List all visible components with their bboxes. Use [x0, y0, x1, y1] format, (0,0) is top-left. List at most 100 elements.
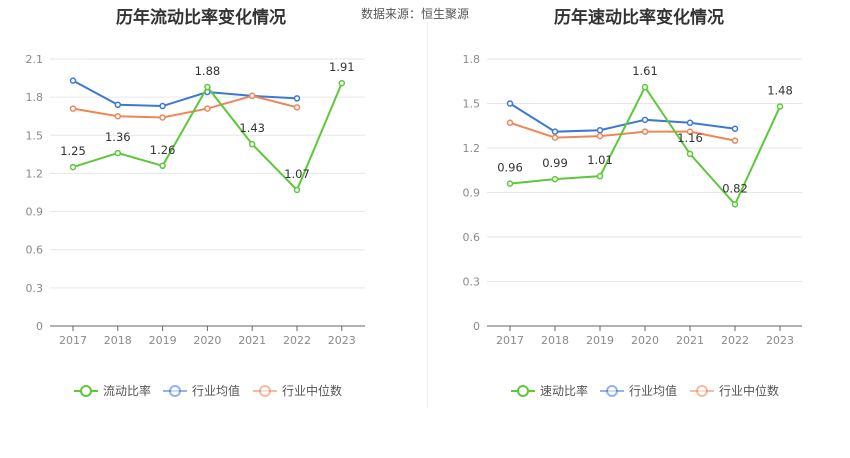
quick-ratio-y-tick-label: 1.5 — [463, 98, 481, 111]
quick-ratio-legend-label[interactable]: 速动比率 — [540, 383, 588, 398]
quick-ratio-data-point[interactable] — [731, 125, 739, 132]
current-ratio-data-label: 1.26 — [150, 143, 176, 157]
current-ratio-y-tick-label: 2.1 — [26, 53, 44, 66]
quick-ratio-y-tick-label: 1.2 — [463, 142, 481, 155]
current-ratio-data-point[interactable] — [293, 104, 301, 111]
current-ratio-y-tick-label: 0 — [36, 320, 43, 333]
current-ratio-y-tick-label: 1.8 — [26, 91, 44, 104]
quick-ratio-x-tick-label: 2023 — [766, 334, 794, 347]
current-ratio-legend-label[interactable]: 行业均值 — [192, 383, 240, 398]
quick-ratio-data-point[interactable] — [731, 137, 739, 144]
quick-ratio-data-point[interactable] — [551, 128, 559, 135]
current-ratio-data-point[interactable] — [69, 163, 77, 171]
quick-ratio-y-tick-label: 0.6 — [463, 231, 481, 244]
quick-ratio-data-label: 1.01 — [587, 153, 613, 167]
quick-ratio-data-point[interactable] — [686, 119, 694, 127]
quick-ratio-data-point[interactable] — [551, 134, 559, 141]
quick-ratio-x-tick-label: 2022 — [721, 334, 749, 347]
quick-ratio-data-point[interactable] — [686, 150, 694, 158]
quick-ratio-data-point[interactable] — [731, 201, 739, 208]
current-ratio-data-point[interactable] — [69, 77, 77, 84]
quick-ratio-data-label: 0.99 — [542, 156, 568, 170]
quick-ratio-data-point[interactable] — [641, 128, 649, 135]
quick-ratio-data-point[interactable] — [506, 119, 514, 127]
current-ratio-data-point[interactable] — [293, 95, 301, 102]
current-ratio-data-label: 1.88 — [195, 64, 221, 78]
current-ratio-y-tick-label: 0.6 — [26, 244, 44, 257]
quick-ratio-data-point[interactable] — [641, 116, 649, 124]
quick-ratio-x-tick-label: 2021 — [676, 334, 704, 347]
current-ratio-x-tick-label: 2018 — [104, 334, 132, 347]
quick-ratio-data-point[interactable] — [596, 126, 604, 134]
current-ratio-data-label: 1.36 — [105, 130, 131, 144]
quick-ratio-legend-marker[interactable] — [517, 385, 529, 397]
current-ratio-data-point[interactable] — [204, 105, 211, 112]
quick-ratio-data-label: 1.48 — [767, 83, 793, 97]
current-ratio-data-point[interactable] — [248, 92, 256, 100]
current-ratio-data-point[interactable] — [114, 112, 122, 120]
chart-divider — [427, 22, 428, 408]
quick-ratio-y-tick-label: 0 — [473, 320, 480, 333]
current-ratio-data-point[interactable] — [114, 101, 122, 109]
current-ratio-data-point[interactable] — [159, 102, 166, 110]
current-ratio-data-point[interactable] — [248, 140, 256, 148]
current-ratio-data-point[interactable] — [69, 105, 77, 112]
quick-ratio-y-tick-label: 1.8 — [463, 53, 481, 66]
current-ratio-data-point[interactable] — [159, 162, 166, 170]
current-ratio-data-point[interactable] — [293, 186, 301, 194]
quick-ratio-x-tick-label: 2020 — [631, 334, 659, 347]
current-ratio-y-tick-label: 0.9 — [26, 206, 44, 219]
quick-ratio-data-label: 0.82 — [722, 181, 748, 195]
quick-ratio-data-label: 1.16 — [677, 131, 703, 145]
current-ratio-x-tick-label: 2021 — [238, 334, 266, 347]
current-ratio-data-label: 1.91 — [329, 60, 355, 74]
quick-ratio-legend-marker[interactable] — [696, 385, 708, 397]
current-ratio-y-tick-label: 1.5 — [26, 129, 44, 142]
chart-title-current-ratio: 历年流动比率变化情况 — [116, 8, 286, 28]
current-ratio-x-tick-label: 2023 — [328, 334, 356, 347]
current-ratio-data-label: 1.25 — [60, 144, 86, 158]
current-ratio-data-point[interactable] — [159, 114, 166, 121]
quick-ratio-legend-marker[interactable] — [606, 385, 618, 397]
quick-ratio-data-point[interactable] — [551, 175, 559, 183]
current-ratio-series-line-2 — [72, 94, 298, 119]
current-ratio-x-tick-label: 2020 — [193, 334, 221, 347]
current-ratio-y-tick-label: 1.2 — [26, 167, 44, 180]
quick-ratio-data-point[interactable] — [776, 103, 784, 110]
current-ratio-legend-marker[interactable] — [80, 385, 92, 397]
quick-ratio-data-point[interactable] — [506, 180, 514, 187]
data-source-label: 数据来源：恒生聚源 — [361, 7, 470, 21]
current-ratio-legend-label[interactable]: 流动比率 — [103, 383, 151, 398]
quick-ratio-data-label: 0.96 — [497, 161, 523, 175]
quick-ratio-y-tick-label: 0.9 — [463, 187, 481, 200]
current-ratio-x-tick-label: 2017 — [59, 334, 87, 347]
chart-title-quick-ratio: 历年速动比率变化情况 — [554, 8, 724, 28]
current-ratio-legend-marker[interactable] — [259, 385, 271, 397]
current-ratio-series-line-1 — [72, 79, 298, 108]
quick-ratio-legend-label[interactable]: 行业中位数 — [719, 383, 779, 398]
quick-ratio-data-point[interactable] — [641, 83, 649, 91]
quick-ratio-y-tick-label: 0.3 — [463, 276, 481, 289]
current-ratio-data-label: 1.07 — [284, 167, 310, 181]
quick-ratio-data-point[interactable] — [506, 100, 514, 107]
quick-ratio-data-label: 1.61 — [632, 64, 658, 78]
quick-ratio-x-tick-label: 2017 — [496, 334, 524, 347]
current-ratio-data-point[interactable] — [204, 83, 211, 91]
current-ratio-legend-label[interactable]: 行业中位数 — [282, 383, 342, 398]
quick-ratio-data-point[interactable] — [686, 128, 694, 135]
current-ratio-y-tick-label: 0.3 — [26, 282, 44, 295]
current-ratio-data-label: 1.43 — [239, 121, 265, 135]
quick-ratio-series-line-1 — [509, 102, 736, 133]
quick-ratio-legend-label[interactable]: 行业均值 — [629, 383, 677, 398]
current-ratio-legend-marker[interactable] — [169, 385, 181, 397]
quick-ratio-x-tick-label: 2018 — [541, 334, 569, 347]
quick-ratio-data-point[interactable] — [596, 132, 604, 140]
current-ratio-data-point[interactable] — [114, 149, 122, 157]
current-ratio-x-tick-label: 2022 — [283, 334, 311, 347]
current-ratio-data-point[interactable] — [338, 79, 346, 87]
quick-ratio-x-tick-label: 2019 — [586, 334, 614, 347]
quick-ratio-series-line-2 — [509, 121, 736, 142]
quick-ratio-data-point[interactable] — [596, 172, 604, 180]
